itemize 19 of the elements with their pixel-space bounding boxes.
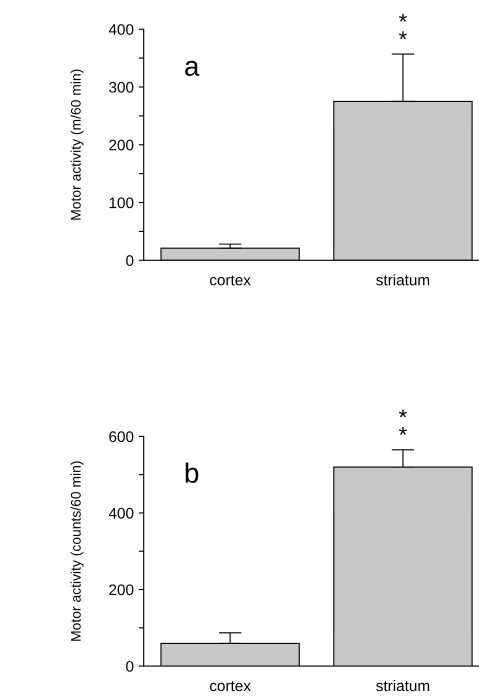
y-tick-label: 300 <box>109 82 134 93</box>
x-tick-label: cortex <box>210 275 251 286</box>
y-tick-label: 400 <box>108 24 134 35</box>
y-axis-title: Motor activity (m/60 min) <box>70 70 84 220</box>
y-tick-label: 0 <box>126 255 134 266</box>
y-axis-title: Motor activity (counts/60 min) <box>70 461 84 641</box>
y-tick-label: 600 <box>109 431 134 442</box>
y-tick-label: 0 <box>126 660 134 672</box>
x-tick-label: striatum <box>376 274 430 286</box>
annotation: * * <box>398 410 407 435</box>
y-tick-label: 100 <box>110 197 134 208</box>
annotation: * * <box>398 14 407 40</box>
x-tick-label: striatum <box>376 680 430 692</box>
y-tick-label: 200 <box>109 140 134 150</box>
annotation: b <box>186 462 198 483</box>
y-tick-label: 400 <box>108 508 134 519</box>
x-tick-label: cortex <box>210 681 251 692</box>
y-tick-label: 200 <box>109 584 134 596</box>
annotation: a <box>185 60 200 76</box>
